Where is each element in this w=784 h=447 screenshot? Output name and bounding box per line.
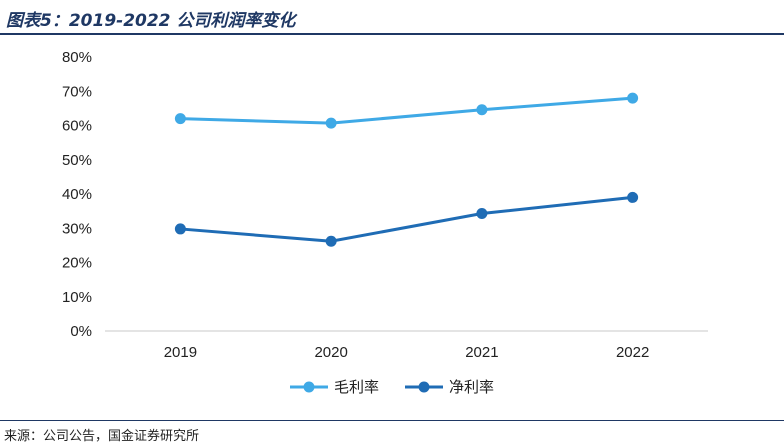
x-tick-label: 2021: [465, 344, 498, 361]
header: 图表5：2019-2022 公司利润率变化: [0, 0, 784, 36]
legend-marker: [418, 381, 430, 393]
page-title: 图表5：2019-2022 公司利润率变化: [6, 11, 296, 31]
data-point: [325, 235, 337, 247]
y-axis-ticks: 0% 10% 20% 30% 40% 50% 60% 70% 80%: [62, 49, 92, 340]
y-tick-label: 20%: [62, 255, 92, 272]
y-tick-label: 40%: [62, 186, 92, 203]
legend-marker: [303, 381, 315, 393]
x-tick-label: 2022: [616, 344, 649, 361]
y-tick-label: 10%: [62, 289, 92, 306]
data-point: [325, 117, 337, 129]
series-line: [180, 195, 633, 243]
data-point: [174, 223, 186, 235]
data-point: [476, 208, 488, 220]
y-tick-label: 80%: [62, 49, 92, 66]
x-tick-label: 2020: [314, 344, 347, 361]
legend: 毛利率 净利率: [290, 379, 494, 396]
data-point: [627, 92, 639, 104]
series-2: [174, 191, 639, 247]
legend-label: 毛利率: [334, 379, 379, 396]
legend-label: 净利率: [449, 379, 494, 396]
y-tick-label: 30%: [62, 220, 92, 237]
y-tick-label: 50%: [62, 152, 92, 169]
x-axis-ticks: 2019 2020 2021 2022: [164, 344, 650, 361]
source-rule: [0, 420, 784, 421]
title-rule: [0, 33, 784, 35]
y-tick-label: 0%: [70, 323, 92, 340]
y-tick-label: 60%: [62, 118, 92, 135]
source-note: 来源：公司公告，国金证券研究所: [4, 429, 200, 444]
profit-margin-chart: 0%10%20%30%40%50%60%70%80% 2019 2020 2021 2…: [62, 49, 708, 396]
series-1: [174, 92, 639, 129]
series-group: [174, 92, 639, 247]
data-point: [627, 191, 639, 203]
data-point: [476, 104, 488, 116]
x-tick-label: 2019: [164, 344, 197, 361]
data-point: [174, 113, 186, 125]
y-tick-label: 70%: [62, 83, 92, 100]
series-line: [180, 96, 633, 125]
